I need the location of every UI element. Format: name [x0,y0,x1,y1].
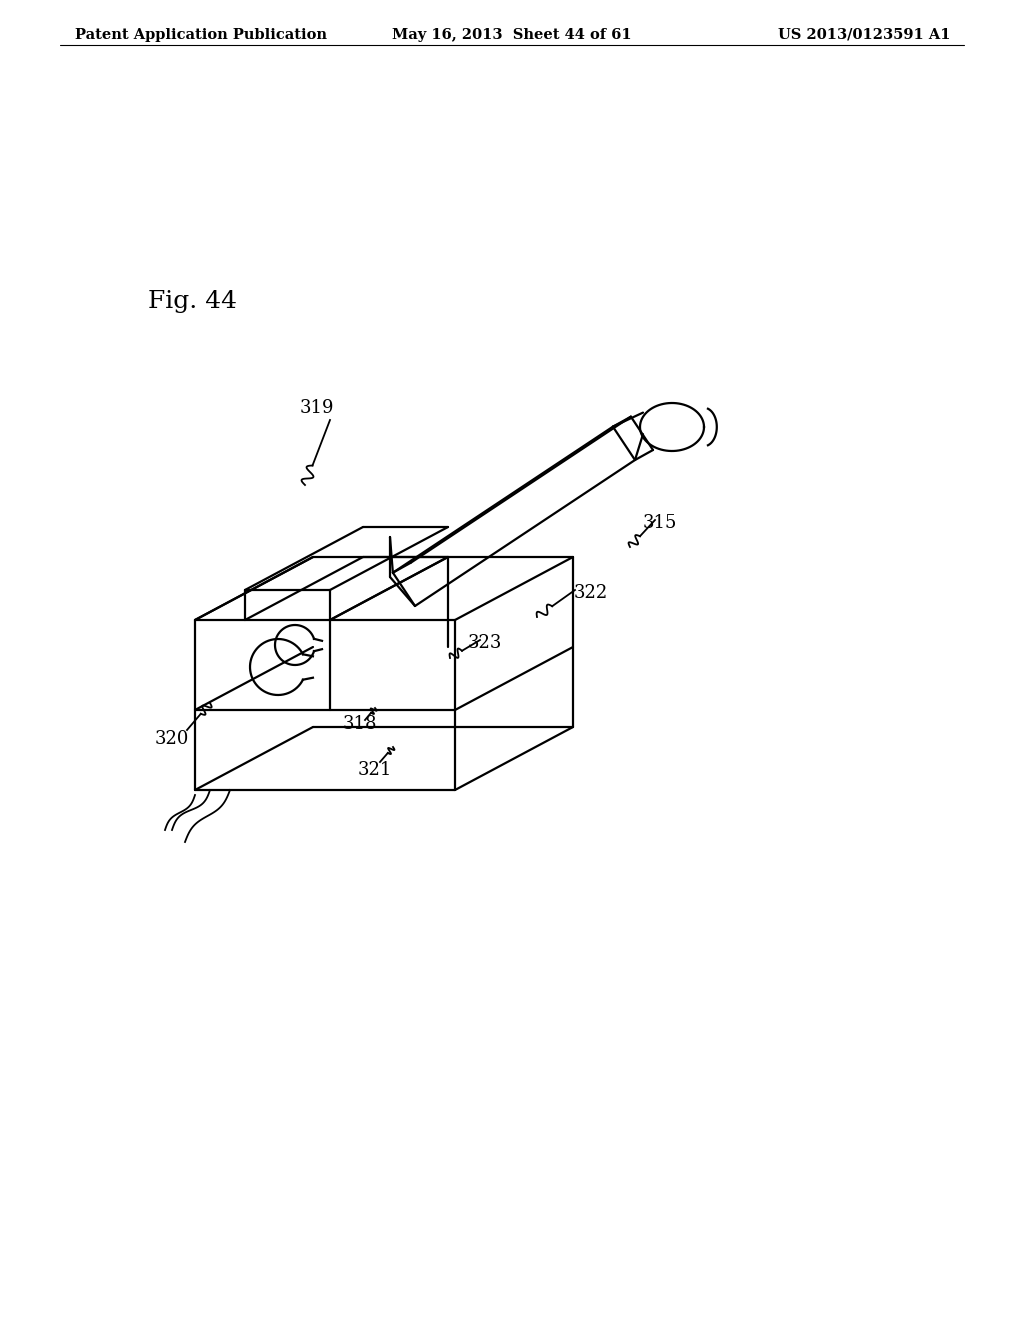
Text: US 2013/0123591 A1: US 2013/0123591 A1 [777,28,950,42]
Text: May 16, 2013  Sheet 44 of 61: May 16, 2013 Sheet 44 of 61 [392,28,632,42]
Text: 319: 319 [300,399,335,417]
Text: Fig. 44: Fig. 44 [148,290,237,313]
Text: 323: 323 [468,634,503,652]
Text: 315: 315 [643,513,677,532]
Text: 322: 322 [574,583,608,602]
Text: Patent Application Publication: Patent Application Publication [75,28,327,42]
Text: 320: 320 [155,730,189,748]
Text: 318: 318 [343,715,378,733]
Text: 321: 321 [358,762,392,779]
